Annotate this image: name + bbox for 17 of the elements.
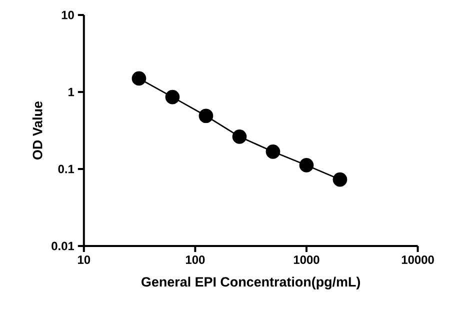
point — [232, 130, 247, 144]
x-tick-label: 1000 — [294, 255, 320, 264]
point — [132, 71, 146, 86]
x-axis-title: General EPI Concentration(pg/mL) — [142, 276, 360, 290]
x-tick-label: 10000 — [402, 255, 434, 264]
y-tick-label: 1 — [68, 88, 74, 96]
point — [332, 172, 348, 187]
x-tick-label: 10 — [78, 255, 90, 264]
point — [299, 158, 314, 172]
y-tick-label: 10 — [62, 10, 74, 20]
point — [198, 108, 214, 124]
y-axis-title: OD Value — [32, 101, 42, 160]
y-tick-label: 0.01 — [52, 242, 74, 250]
x-tick-label: 100 — [186, 255, 205, 264]
point — [165, 90, 180, 104]
y-tick-label: 0.1 — [58, 164, 74, 174]
point — [266, 144, 280, 159]
